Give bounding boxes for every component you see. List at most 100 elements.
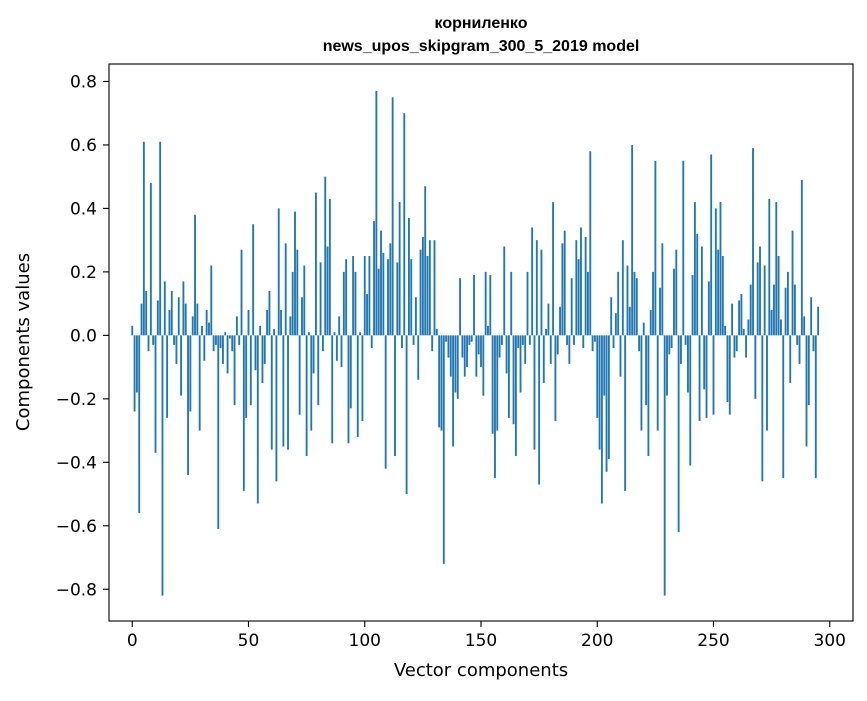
bar — [661, 243, 664, 336]
y-tick-label: −0.6 — [56, 517, 97, 537]
bar — [663, 335, 666, 596]
bar — [235, 316, 238, 336]
bar — [666, 335, 668, 396]
bar — [589, 151, 592, 336]
bar — [203, 335, 206, 361]
bar — [233, 335, 236, 406]
bar — [475, 335, 478, 377]
bar — [154, 335, 157, 453]
x-tick-label: 150 — [465, 631, 497, 651]
bar — [568, 335, 571, 364]
bar — [303, 265, 306, 336]
bar — [370, 335, 373, 349]
bar — [563, 230, 566, 336]
bar — [484, 271, 487, 336]
bar — [614, 313, 617, 336]
bar — [570, 278, 573, 336]
bar — [228, 335, 231, 339]
bar — [315, 192, 317, 336]
bar — [145, 290, 148, 336]
bar — [421, 236, 424, 336]
bar — [135, 335, 138, 393]
y-axis-ticks: −0.8 −0.6 −0.4 −0.2 0.0 0.2 0.4 0.6 0.8 — [56, 72, 109, 600]
y-tick-label: 0.8 — [70, 72, 97, 92]
bar — [621, 240, 624, 336]
bar — [605, 335, 608, 472]
bar — [284, 243, 287, 336]
bar — [133, 335, 136, 412]
bar — [205, 309, 208, 336]
bar — [242, 335, 245, 491]
bar — [647, 335, 650, 456]
bar — [461, 335, 464, 358]
bar — [575, 240, 578, 336]
bar — [740, 294, 743, 336]
bar — [424, 186, 427, 336]
bar — [810, 297, 813, 336]
bar — [201, 325, 203, 336]
chart-title: корниленко — [435, 15, 528, 32]
bar — [691, 275, 694, 336]
bar — [580, 227, 582, 336]
bar — [554, 335, 557, 422]
bar — [584, 236, 587, 336]
bar — [798, 335, 801, 364]
y-tick-label: −0.4 — [56, 453, 97, 473]
bar — [535, 240, 538, 336]
bar — [291, 271, 294, 336]
bar — [466, 335, 468, 368]
bar — [442, 335, 445, 564]
bar — [491, 335, 494, 434]
bar — [791, 230, 794, 336]
bar — [645, 335, 648, 406]
bar — [628, 306, 631, 336]
bar — [277, 208, 280, 336]
bar — [768, 198, 771, 336]
bar — [173, 335, 176, 345]
bar — [333, 332, 336, 336]
bar — [556, 335, 559, 355]
bar — [368, 256, 371, 336]
bar — [452, 335, 455, 447]
bar — [754, 335, 757, 399]
bar — [698, 335, 701, 422]
bar — [187, 335, 189, 476]
bar — [703, 335, 706, 390]
bar — [382, 252, 385, 336]
bar — [375, 90, 378, 336]
bar — [759, 246, 761, 336]
bar — [384, 335, 387, 469]
bar — [761, 335, 764, 482]
bar — [170, 290, 173, 336]
bar — [500, 335, 503, 345]
bar — [177, 297, 180, 336]
bar — [603, 335, 606, 396]
bar — [612, 335, 615, 349]
bar — [775, 202, 778, 336]
bar — [524, 335, 527, 364]
bar — [531, 227, 534, 336]
bar — [263, 335, 266, 364]
bar — [456, 335, 459, 399]
bar — [654, 160, 657, 336]
bar — [259, 325, 262, 336]
bar — [447, 335, 450, 358]
bar — [507, 335, 510, 418]
bar — [208, 322, 210, 336]
y-tick-label: 0.0 — [70, 326, 97, 346]
bar — [773, 284, 775, 336]
bar — [340, 335, 343, 368]
bar — [721, 256, 724, 336]
bar — [728, 335, 731, 415]
bar — [347, 335, 350, 444]
bar — [410, 259, 413, 336]
bar — [726, 335, 729, 403]
bar — [800, 179, 803, 336]
bar — [240, 249, 243, 336]
bar — [735, 335, 738, 352]
y-tick-label: 0.4 — [70, 199, 97, 219]
bar — [449, 335, 452, 377]
x-axis-label: Vector components — [394, 660, 568, 681]
bar — [387, 259, 389, 336]
